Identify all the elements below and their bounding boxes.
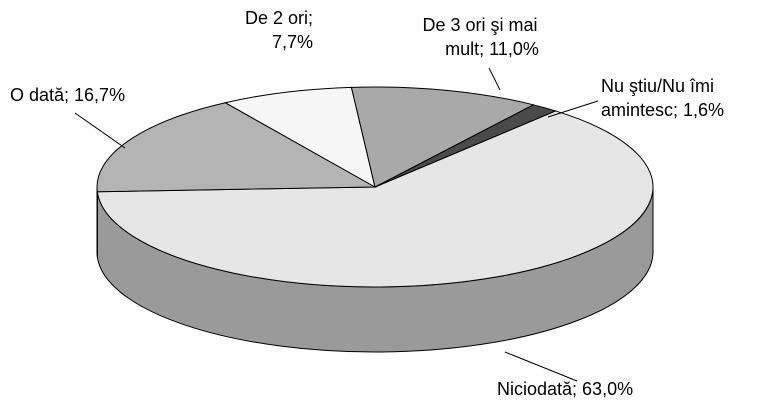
data-label: Nu ştiu/Nu îmi amintesc; 1,6%	[601, 76, 724, 120]
label-line: amintesc; 1,6%	[601, 100, 724, 120]
data-label: O dată; 16,7%	[10, 85, 125, 105]
slice	[96, 102, 377, 193]
label-line: O dată; 16,7%	[10, 85, 125, 105]
label-line: Niciodată; 63,0%	[497, 379, 633, 399]
label-line: De 2 ori;	[245, 8, 313, 28]
leader-line	[504, 351, 578, 382]
data-label: De 2 ori; 7,7%	[245, 8, 313, 52]
slice	[96, 110, 654, 288]
slice	[374, 104, 558, 188]
label-line: Nu ştiu/Nu îmi	[601, 76, 714, 96]
label-line: 7,7%	[272, 32, 313, 52]
label-line: De 3 ori şi mai	[422, 15, 537, 35]
slice	[223, 86, 376, 188]
leader-line	[488, 67, 501, 91]
label-line: mult; 11,0%	[445, 39, 539, 59]
leader-line	[547, 100, 599, 118]
slice	[350, 86, 535, 188]
leader-line	[74, 112, 126, 149]
data-label: Niciodată; 63,0%	[497, 379, 633, 399]
data-label: De 3 ori şi mai mult; 11,0%	[422, 15, 538, 59]
